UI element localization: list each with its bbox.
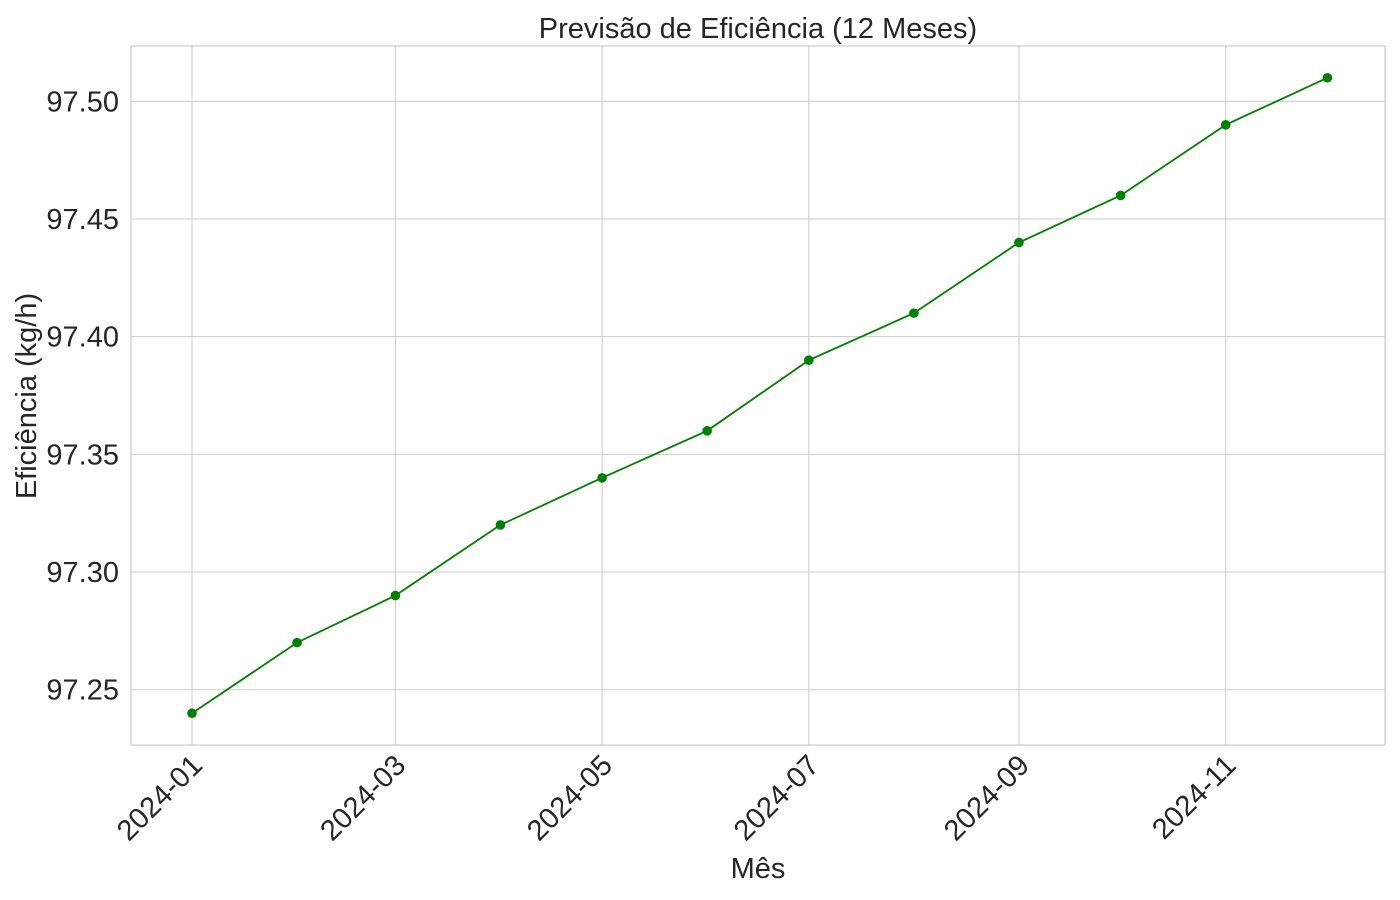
x-tick-label: 2024-03 (314, 749, 412, 847)
x-tick-label: 2024-07 (728, 749, 826, 847)
y-tick-label: 97.25 (46, 675, 119, 707)
x-tick-label: 2024-01 (111, 749, 209, 847)
series-line (191, 76, 1328, 714)
data-point (1322, 72, 1333, 83)
data-point (292, 637, 302, 648)
plot-frame (130, 45, 1386, 746)
y-axis-ticks: 97.25 97.30 97.35 97.40 97.45 97.50 (46, 86, 119, 706)
data-point (495, 520, 506, 530)
data-point (804, 355, 814, 365)
data-point (390, 590, 401, 601)
data-point (1115, 190, 1126, 201)
x-axis-label: Mês (731, 853, 786, 885)
data-point (1220, 120, 1231, 130)
x-tick-label: 2024-09 (938, 749, 1036, 847)
x-axis-ticks: 2024-01 2024-03 2024-05 2024-07 2024-09 2024-… (111, 749, 1243, 847)
data-point (597, 473, 607, 483)
series-layer (187, 72, 1333, 719)
y-tick-label: 97.30 (46, 557, 119, 589)
data-point (909, 308, 919, 318)
y-tick-label: 97.50 (46, 86, 119, 118)
y-tick-label: 97.35 (46, 439, 119, 471)
y-axis-label: Eficiência (kg/h) (11, 293, 43, 499)
y-tick-label: 97.40 (46, 322, 119, 354)
data-point (187, 708, 197, 719)
grid (131, 46, 1385, 745)
chart-title: Previsão de Eficiência (12 Meses) (539, 13, 977, 45)
x-tick-label: 2024-05 (521, 749, 619, 847)
data-point (1014, 237, 1024, 248)
y-tick-label: 97.45 (46, 204, 119, 236)
data-point (702, 426, 712, 436)
x-tick-label: 2024-11 (1146, 749, 1242, 845)
